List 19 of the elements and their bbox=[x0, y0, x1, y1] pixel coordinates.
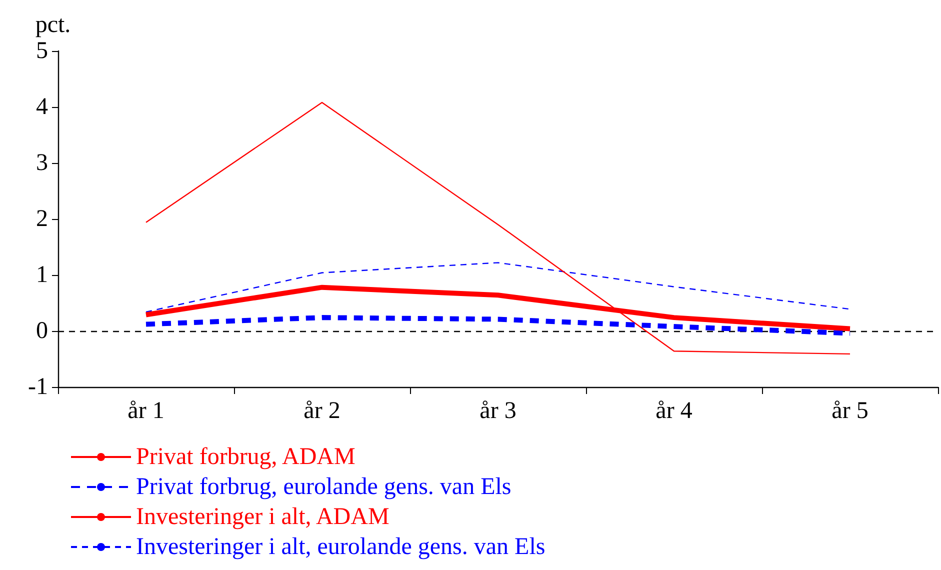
y-tick-label: 2 bbox=[36, 206, 48, 232]
x-tick-label: år 1 bbox=[128, 398, 164, 424]
x-tick-label: år 2 bbox=[304, 398, 340, 424]
y-tick-label: 4 bbox=[36, 94, 48, 120]
legend-label: Investeringer i alt, eurolande gens. van Els bbox=[136, 534, 546, 560]
legend-label: Investeringer i alt, ADAM bbox=[136, 504, 390, 530]
y-tick-label: 3 bbox=[36, 150, 48, 176]
legend-label: Privat forbrug, eurolande gens. van Els bbox=[136, 474, 512, 500]
y-tick-label: 1 bbox=[36, 262, 48, 288]
y-tick-label: 0 bbox=[36, 318, 48, 344]
x-tick-label: år 4 bbox=[656, 398, 692, 424]
line-series bbox=[145, 262, 851, 313]
y-tick-label: 5 bbox=[36, 38, 48, 64]
line-series bbox=[145, 102, 851, 355]
x-tick-label: år 3 bbox=[480, 398, 516, 424]
x-tick-label: år 5 bbox=[832, 398, 868, 424]
legend-label: Privat forbrug, ADAM bbox=[136, 444, 356, 470]
y-tick-label: -1 bbox=[28, 374, 48, 400]
y-axis-title: pct. bbox=[35, 12, 71, 38]
